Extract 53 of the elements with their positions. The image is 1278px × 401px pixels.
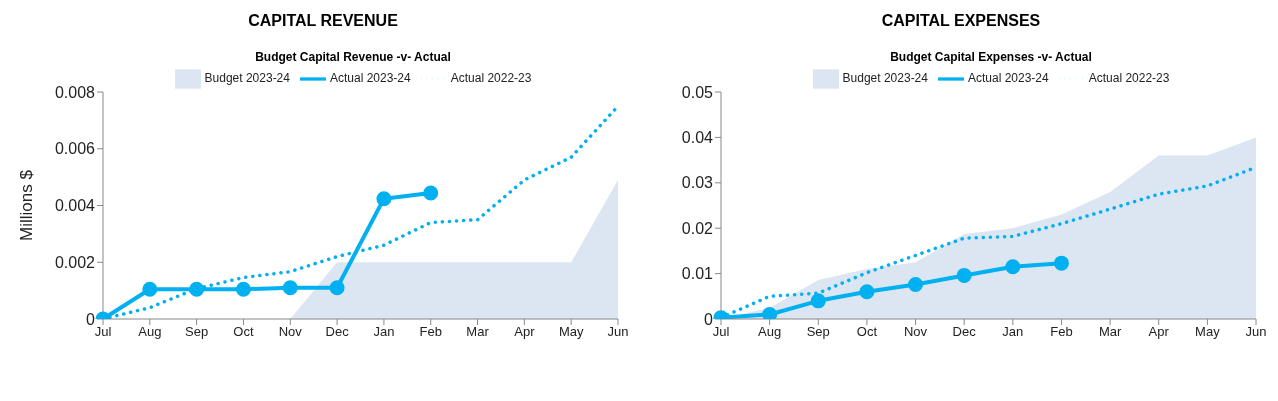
legend-label: Actual 2022-23 — [450, 71, 532, 86]
x-tick-label: Aug — [138, 324, 162, 340]
x-tick-label: Jul — [712, 324, 730, 340]
point — [423, 185, 439, 201]
x-tick-label: Jun — [1245, 324, 1267, 340]
x-tick-label: Jan — [373, 324, 395, 340]
x-tick-label: Mar — [466, 324, 490, 340]
point — [189, 281, 205, 297]
y-tick-label: 0.004 — [54, 197, 96, 215]
chart-title: CAPITAL REVENUE — [247, 11, 399, 31]
x-tick-label: Apr — [1148, 324, 1170, 340]
y-tick-label: 0.01 — [681, 265, 714, 283]
point — [142, 281, 158, 297]
x-tick-label: May — [558, 324, 584, 340]
legend-label: Budget 2023-24 — [204, 71, 290, 86]
x-tick-label: Apr — [514, 324, 536, 340]
x-tick-label: Jun — [607, 324, 629, 340]
point — [329, 280, 345, 296]
legend-label: Actual 2023-24 — [329, 71, 411, 86]
x-tick-label: Nov — [278, 324, 303, 340]
y-tick-label: 0.008 — [54, 83, 96, 101]
x-tick-label: Oct — [856, 324, 878, 340]
y-tick-label: 0.006 — [54, 140, 96, 158]
point — [376, 191, 392, 207]
chart-subtitle: Budget Capital Revenue -v- Actual — [254, 50, 452, 64]
x-tick-label: Aug — [758, 324, 782, 340]
x-tick-label: Nov — [903, 324, 928, 340]
x-tick-label: Oct — [233, 324, 254, 340]
x-tick-label: May — [1195, 324, 1221, 340]
y-tick-label: 0 — [86, 310, 96, 328]
x-tick-label: Dec — [325, 324, 350, 340]
y-tick-label: 0.04 — [681, 129, 714, 147]
point — [235, 281, 251, 297]
x-tick-label: Feb — [1050, 324, 1073, 340]
y-tick-label: 0.05 — [681, 83, 714, 101]
x-tick-label: Feb — [419, 324, 442, 340]
y-tick-label: 0.03 — [681, 174, 714, 192]
legend-label: Budget 2023-24 — [842, 71, 928, 86]
x-tick-label: Sep — [806, 324, 830, 340]
x-tick-label: Dec — [952, 324, 977, 340]
x-tick-label: Jul — [94, 324, 112, 340]
chart-title: CAPITAL EXPENSES — [880, 11, 1042, 31]
y-tick-label: 0.02 — [681, 219, 714, 237]
chart-subtitle: Budget Capital Expenses -v- Actual — [889, 50, 1093, 64]
x-tick-label: Sep — [185, 324, 209, 340]
x-tick-label: Jan — [1002, 324, 1024, 340]
y-axis-title: Millions $ — [17, 169, 37, 241]
y-tick-label: 0.002 — [54, 253, 96, 271]
x-tick-label: Mar — [1098, 324, 1122, 340]
point — [282, 280, 298, 296]
legend-label: Actual 2022-23 — [1088, 71, 1170, 86]
legend-label: Actual 2023-24 — [967, 71, 1049, 86]
y-tick-label: 0 — [704, 310, 714, 328]
